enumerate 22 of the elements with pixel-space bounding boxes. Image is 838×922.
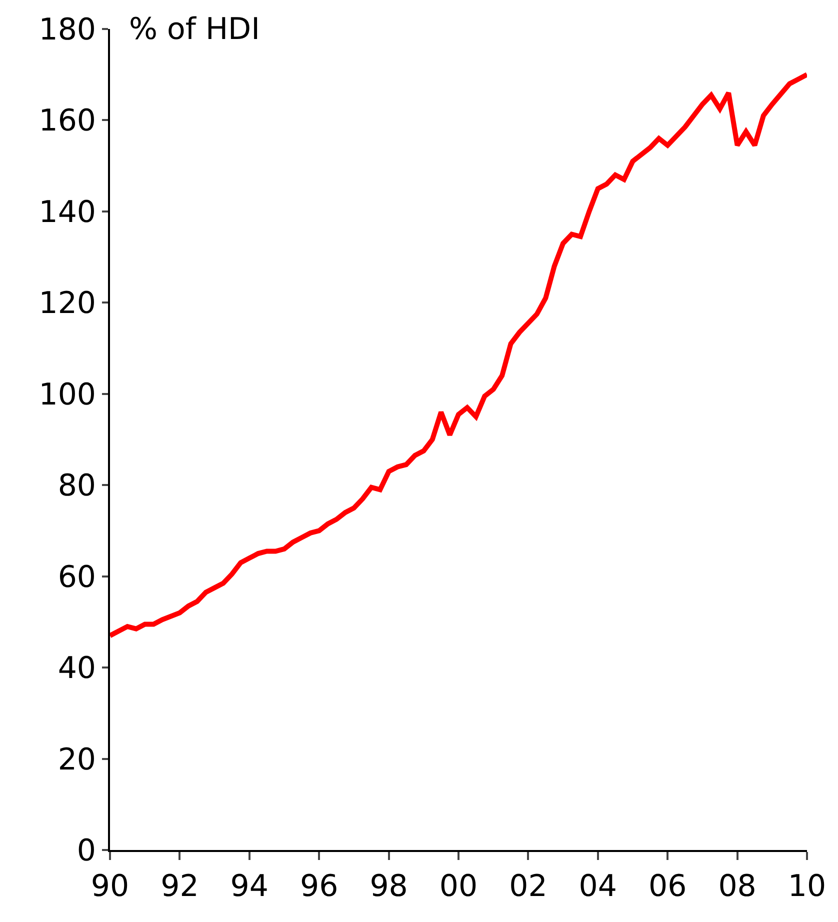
x-tick-label: 10 [788,869,826,904]
y-tick-label: 80 [58,468,96,504]
y-tick-label: 100 [38,377,96,412]
x-tick-label: 94 [230,869,268,904]
y-tick-label: 20 [58,742,96,778]
x-tick-label: 02 [509,869,548,904]
x-tick-label: 00 [439,869,478,904]
y-tick-label: 0 [76,834,96,868]
y-tick-label: 40 [58,651,96,686]
y-axis-title: % of HDI [129,12,260,47]
y-tick-label: 160 [38,104,96,139]
x-tick-label: 98 [370,869,408,904]
x-tick-label: 92 [160,869,199,904]
y-tick-label: 140 [38,194,96,230]
y-tick-label: 60 [58,560,96,595]
x-tick-label: 90 [90,869,130,904]
x-tick-label: 06 [648,869,687,904]
x-tick-label: 08 [718,869,756,904]
y-tick-label: 120 [38,286,96,322]
x-tick-label: 04 [578,869,617,904]
x-tick-label: 96 [300,869,338,904]
y-tick-label: 180 [38,12,96,48]
